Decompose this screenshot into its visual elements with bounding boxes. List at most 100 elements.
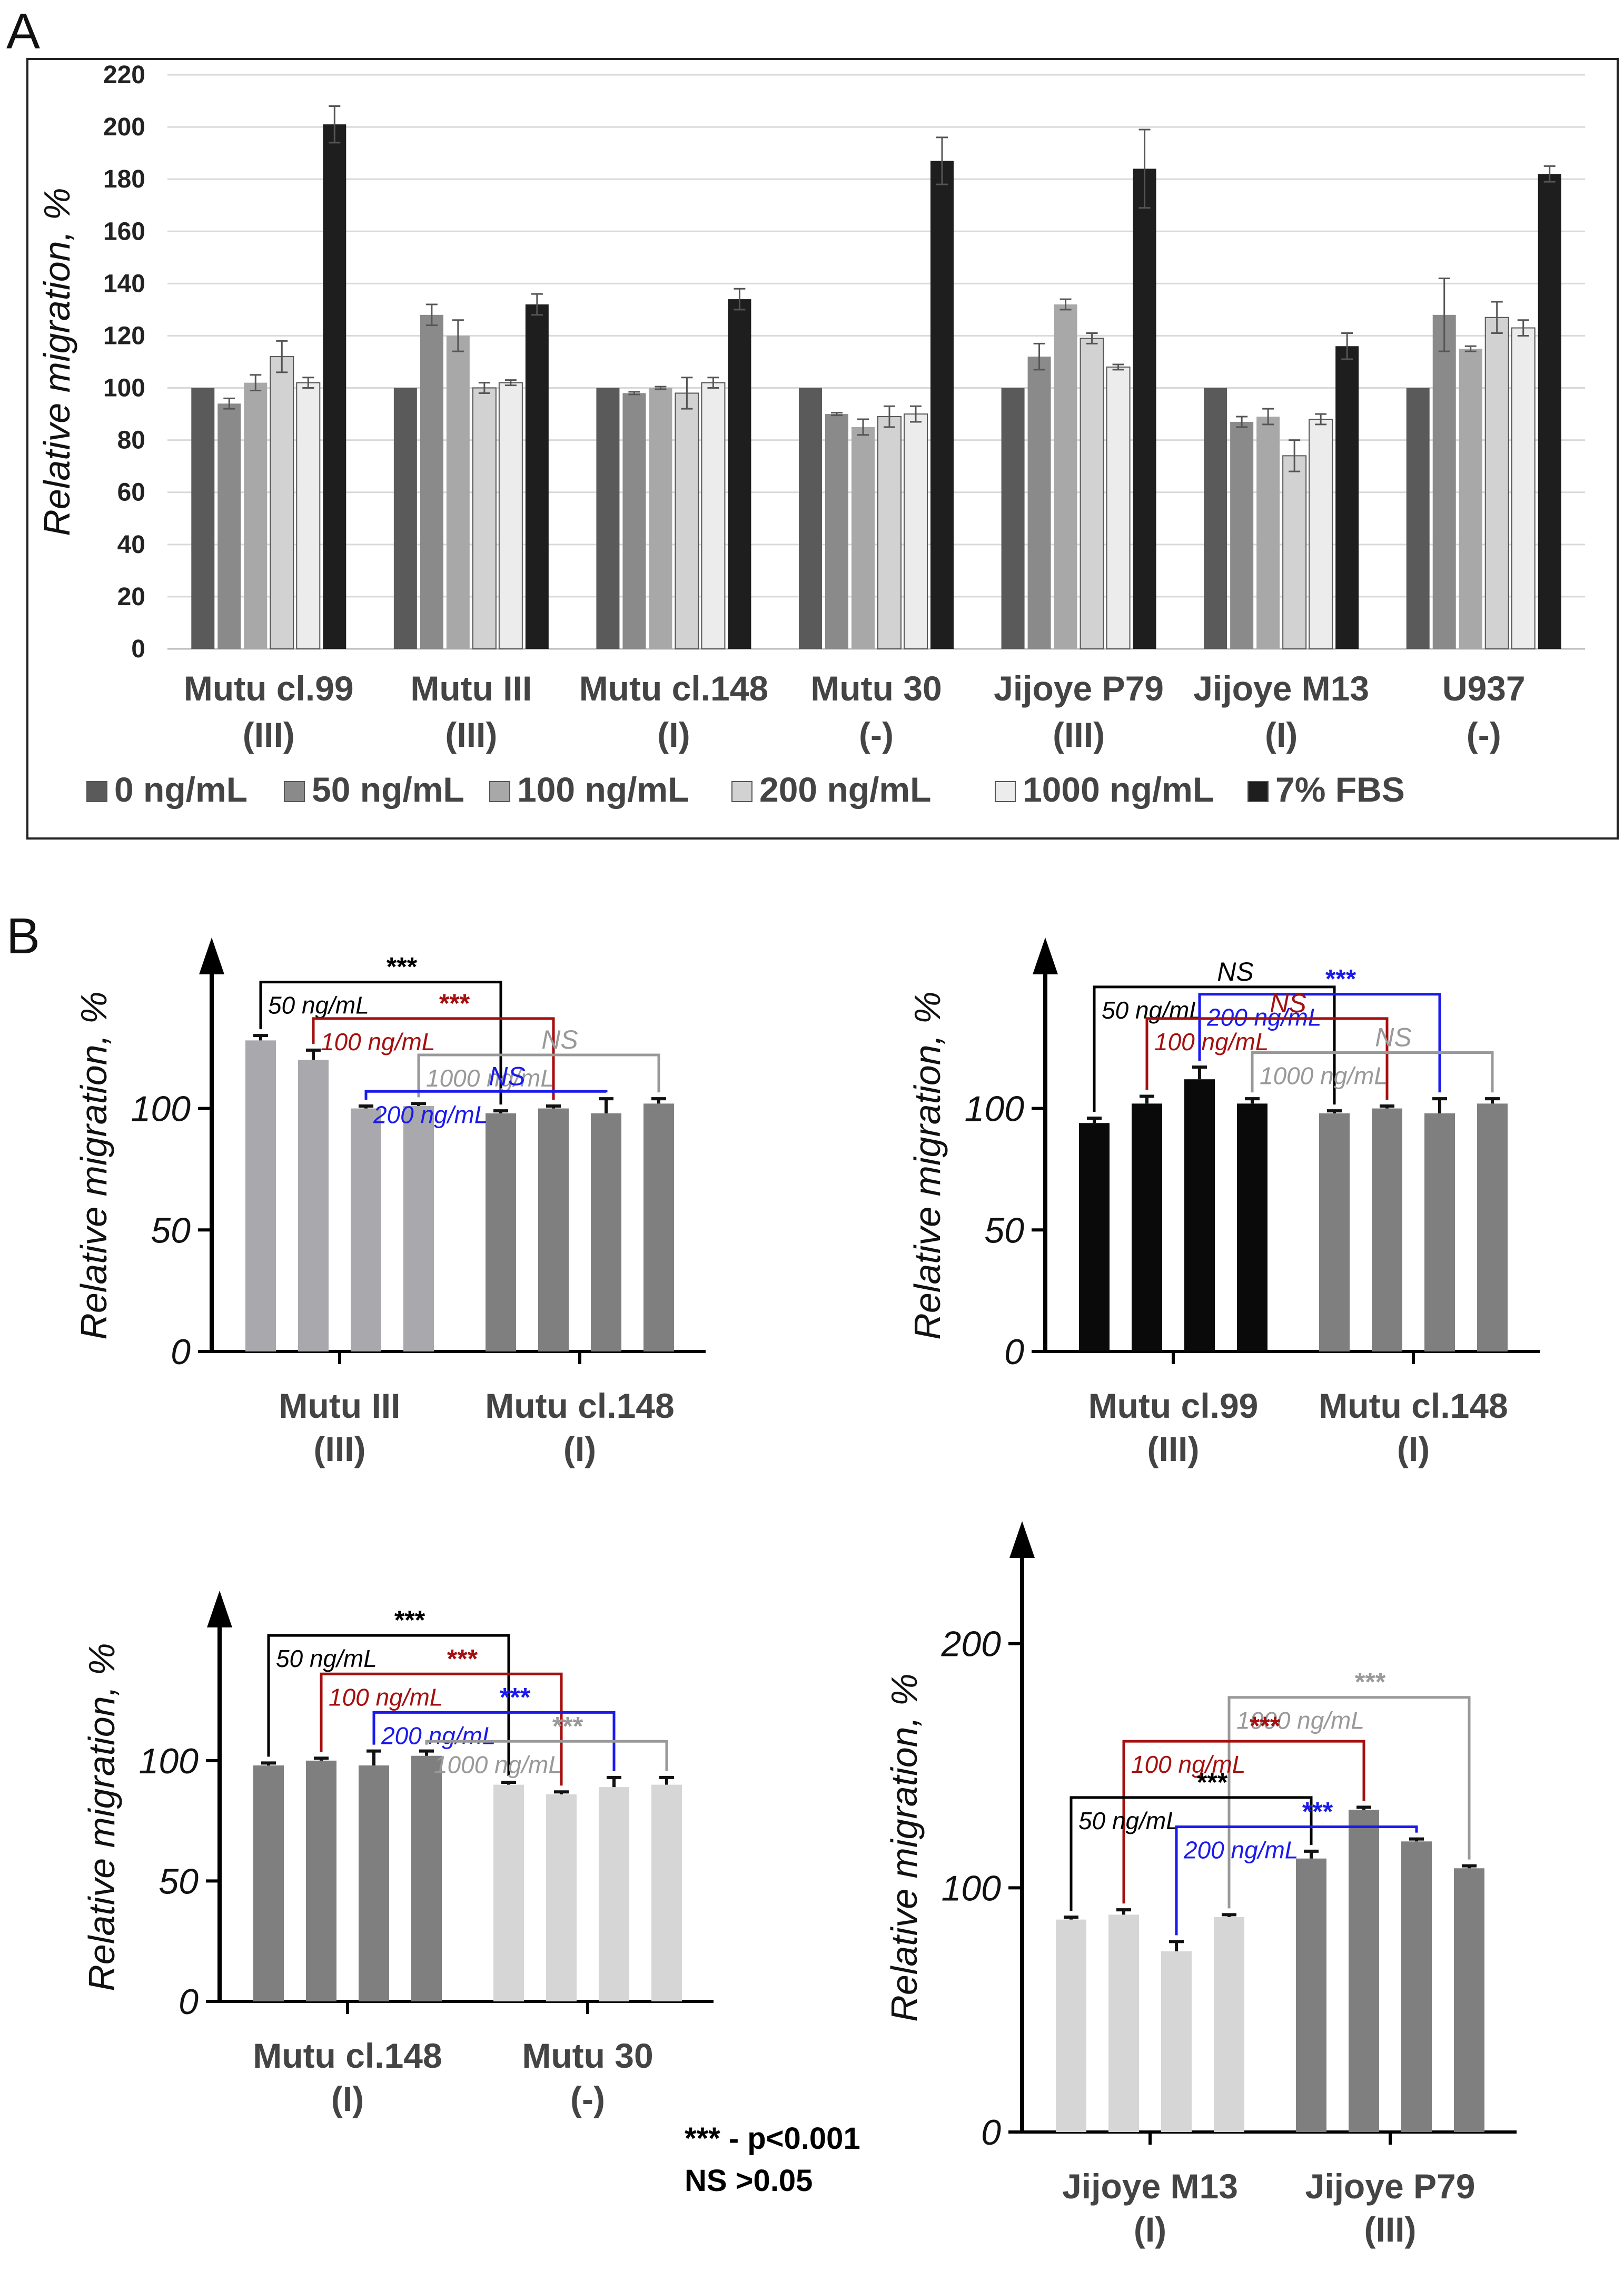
bar [1054,304,1077,649]
significance-marker: NS [1375,1022,1411,1052]
y-tick-label: 100 [942,1868,1002,1908]
significance-marker: *** [1325,964,1356,994]
bar [1406,388,1430,649]
bar [728,299,751,649]
y-axis-arrow [207,1591,232,1627]
sig-legend-line2: NS >0.05 [685,2164,813,2198]
bar [538,1108,569,1351]
chart-b3: 0 50 100 Relative migration, % Mutu cl.148 (I… [81,1591,714,2118]
bracket-dose-label: 50 ng/mL [1078,1807,1180,1834]
bar [244,382,268,649]
bar [596,388,620,649]
legend-entry: 1000 ng/mL [1023,770,1214,809]
legend-entry: 100 ng/mL [517,770,689,809]
significance-marker: *** [552,1711,583,1741]
bar [1184,1079,1215,1351]
y-axis-label: Relative migration, % [73,991,114,1339]
group-label: Mutu cl.148 [1319,1386,1508,1425]
significance-marker: NS [541,1025,578,1054]
y-tick-label: 180 [103,165,145,193]
chart-b1: 0 50 100 Relative migration, % Mutu III (III)… [73,937,706,1468]
chart-b2: 0 50 100 Relative migration, % Mutu cl.99 (II… [907,937,1540,1468]
significance-marker: *** [1197,1768,1228,1797]
significance-marker: *** [394,1605,425,1635]
bar [1214,1917,1244,2132]
bar [675,392,699,649]
bar [1080,338,1104,649]
bar [323,124,346,649]
bracket-dose-label: 200 ng/mL [373,1101,488,1128]
group-label: Mutu cl.148 [485,1386,674,1425]
significance-marker: *** [1302,1797,1333,1826]
y-tick-label: 100 [131,1089,191,1129]
bar [296,382,321,649]
bar [649,388,672,649]
significance-bracket [364,1090,608,1100]
bar [1511,327,1536,649]
y-tick-label: 20 [117,583,145,611]
y-tick-label: 0 [171,1332,191,1372]
bar [493,1784,524,2001]
y-axis-label: Relative migration, % [907,991,948,1339]
group-label: Mutu cl.99 [1088,1386,1259,1425]
x-tick-sublabel: (-) [1467,715,1501,754]
y-axis-arrow [199,937,224,974]
bar [877,416,902,650]
y-tick-label: 200 [103,113,145,141]
sig-legend-line1: *** - p<0.001 [685,2121,860,2156]
y-tick-label: 120 [103,322,145,350]
y-tick-label: 220 [103,61,145,89]
legend-entry: 0 ng/mL [114,770,247,809]
group-sublabel: (I) [331,2079,364,2118]
significance-marker: *** [439,989,470,1018]
y-tick-label: 0 [131,635,145,663]
y-tick-label: 0 [179,1982,199,2022]
y-tick-label: 80 [117,427,145,455]
significance-bracket [425,1740,668,1771]
significance-marker: *** [1250,1711,1281,1741]
bar [191,388,215,649]
bar [1372,1108,1402,1351]
x-tick-sublabel: (I) [657,715,690,754]
bar [1309,419,1333,649]
bar [245,1040,276,1351]
x-tick-label: U937 [1442,669,1526,708]
bar [1230,421,1254,649]
legend-swatch [731,781,752,802]
x-tick-sublabel: (III) [243,715,295,754]
bar [486,1113,516,1351]
significance-marker: *** [387,952,418,982]
y-tick-label: 100 [965,1089,1025,1129]
group-sublabel: (I) [1134,2210,1166,2249]
bar [1319,1113,1350,1351]
bar [1335,346,1359,649]
significance-bracket [417,1053,660,1098]
x-tick-sublabel: (III) [1053,715,1105,754]
y-tick-label: 50 [159,1861,199,1901]
bar [525,304,549,649]
x-tick-sublabel: (III) [445,715,497,754]
x-tick-label: Mutu cl.148 [579,669,768,708]
bar [851,427,875,649]
bar [622,393,646,649]
x-tick-label: Mutu cl.99 [184,669,354,708]
group-sublabel: (III) [1364,2210,1417,2249]
y-axis-label: Relative migration, % [36,187,77,536]
bar [411,1755,442,2001]
y-axis-label: Relative migration, % [884,1673,925,2021]
bar [306,1760,336,2001]
y-axis-arrow [1033,937,1058,974]
significance-bracket [1122,1740,1365,1904]
bar [825,414,848,649]
significance-bracket [1227,1696,1471,1909]
bar [1001,388,1025,649]
y-tick-label: 0 [1004,1332,1024,1372]
bar [546,1794,577,2001]
bar [298,1060,329,1351]
bar [359,1765,389,2001]
y-tick-label: 50 [151,1210,191,1250]
group-label: Mutu 30 [522,2036,653,2075]
bracket-dose-label: 1000 ng/mL [1260,1062,1388,1089]
group-sublabel: (III) [314,1429,366,1468]
y-tick-label: 140 [103,270,145,298]
